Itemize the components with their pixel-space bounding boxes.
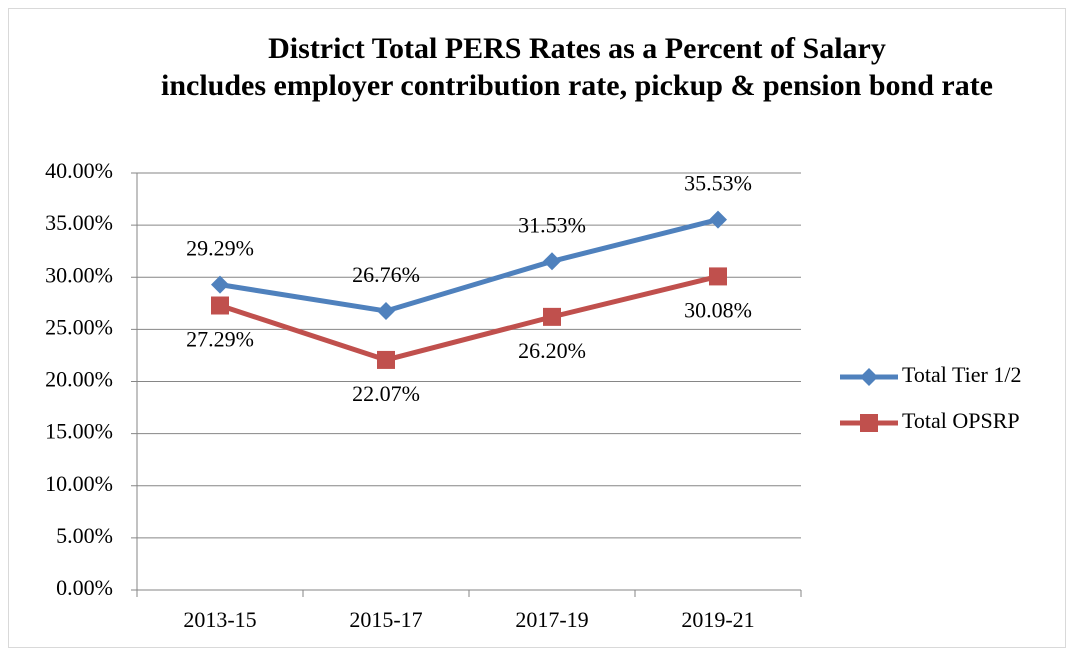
series-line — [219, 273, 719, 363]
data-point — [377, 302, 395, 321]
data-point — [709, 210, 727, 229]
data-label: 30.08% — [684, 297, 752, 322]
x-tick-label: 2015-17 — [349, 607, 422, 632]
data-point — [211, 296, 229, 315]
legend-marker — [860, 414, 878, 432]
y-tick-label: 35.00% — [45, 210, 113, 235]
legend-label: Total Tier 1/2 — [902, 362, 1021, 387]
data-label: 26.20% — [518, 338, 586, 363]
chart-subtitle: includes employer contribution rate, pic… — [160, 69, 994, 102]
y-tick-label: 10.00% — [45, 471, 113, 496]
legend-label: Total OPSRP — [902, 408, 1020, 433]
data-point — [543, 307, 561, 326]
series-line — [219, 217, 719, 314]
data-point — [377, 350, 395, 369]
y-tick-label: 0.00% — [56, 575, 113, 600]
data-point — [543, 252, 561, 271]
x-tick-label: 2017-19 — [515, 607, 588, 632]
data-label: 22.07% — [352, 381, 420, 406]
y-tick-label: 30.00% — [45, 262, 113, 287]
y-tick-label: 15.00% — [45, 419, 113, 444]
y-tick-label: 40.00% — [45, 158, 113, 183]
chart-frame — [8, 8, 1066, 648]
data-label: 29.29% — [186, 236, 254, 261]
data-point — [211, 275, 229, 294]
data-label: 31.53% — [518, 212, 586, 237]
data-label: 27.29% — [186, 327, 254, 352]
x-tick-label: 2019-21 — [681, 607, 754, 632]
y-tick-label: 5.00% — [56, 523, 113, 548]
y-tick-label: 25.00% — [45, 314, 113, 339]
data-label: 26.76% — [352, 262, 420, 287]
chart-title: District Total PERS Rates as a Percent o… — [268, 32, 886, 65]
data-point — [709, 267, 727, 286]
legend-marker — [860, 368, 878, 386]
x-tick-label: 2013-15 — [183, 607, 256, 632]
data-label: 35.53% — [684, 171, 752, 196]
y-tick-label: 20.00% — [45, 367, 113, 392]
title-block: District Total PERS Rates as a Percent o… — [157, 30, 997, 104]
